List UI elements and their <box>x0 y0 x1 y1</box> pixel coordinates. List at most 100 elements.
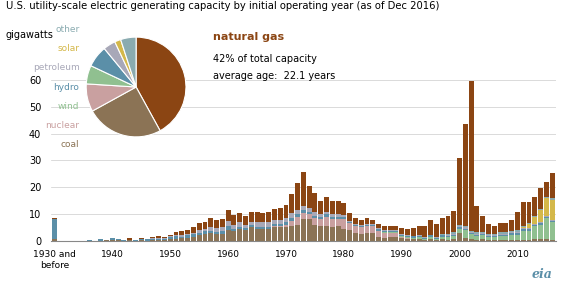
Bar <box>214 234 219 241</box>
Bar <box>365 225 370 226</box>
Bar <box>272 224 277 226</box>
Bar <box>532 197 538 216</box>
Bar <box>289 226 294 241</box>
Bar <box>359 225 363 226</box>
Bar <box>486 240 491 241</box>
Bar <box>220 227 225 231</box>
Bar <box>382 226 387 230</box>
Bar <box>422 237 428 238</box>
Bar <box>208 231 213 233</box>
Bar <box>255 226 260 229</box>
Bar <box>249 222 253 225</box>
Bar <box>434 240 439 241</box>
Bar <box>341 219 346 229</box>
Bar <box>202 229 208 231</box>
Bar <box>469 231 473 232</box>
Bar <box>538 222 543 223</box>
Bar <box>370 225 375 226</box>
Bar <box>475 232 480 234</box>
Bar <box>550 200 555 220</box>
Bar <box>498 234 502 235</box>
Bar <box>370 233 375 241</box>
Bar <box>185 234 190 235</box>
Bar <box>174 236 179 239</box>
Bar <box>243 216 248 225</box>
Bar <box>388 230 392 231</box>
Bar <box>191 227 196 233</box>
Bar <box>550 240 555 241</box>
Bar <box>388 233 392 237</box>
Bar <box>486 235 491 236</box>
Bar <box>538 188 543 209</box>
Bar <box>243 228 248 230</box>
Bar <box>226 226 231 230</box>
Bar <box>336 201 341 215</box>
Bar <box>330 214 335 217</box>
Bar <box>382 233 387 238</box>
Bar <box>168 236 173 237</box>
Bar <box>289 213 294 218</box>
Bar <box>463 227 468 229</box>
Bar <box>237 229 242 241</box>
Text: nuclear: nuclear <box>45 121 79 130</box>
Bar <box>295 225 300 241</box>
Bar <box>382 231 387 232</box>
Bar <box>289 218 294 221</box>
Bar <box>376 224 381 229</box>
Bar <box>457 225 462 226</box>
Bar <box>255 212 260 222</box>
Bar <box>284 222 289 225</box>
Bar <box>411 238 416 239</box>
Bar <box>446 236 450 237</box>
Bar <box>498 232 502 234</box>
Bar <box>463 226 468 227</box>
Wedge shape <box>91 48 136 87</box>
Bar <box>463 124 468 226</box>
Bar <box>492 236 497 237</box>
Bar <box>162 237 167 238</box>
Bar <box>498 240 502 241</box>
Bar <box>521 231 526 240</box>
Bar <box>255 222 260 226</box>
Bar <box>295 210 300 214</box>
Bar <box>127 238 132 240</box>
Bar <box>399 238 404 241</box>
Bar <box>457 226 462 227</box>
Bar <box>451 239 456 241</box>
Bar <box>451 234 456 235</box>
Bar <box>492 234 497 235</box>
Bar <box>532 217 538 224</box>
Bar <box>353 226 358 233</box>
Bar <box>457 233 462 241</box>
Bar <box>249 227 253 241</box>
Bar <box>220 219 225 227</box>
Bar <box>544 197 549 198</box>
Bar <box>538 225 543 239</box>
Bar <box>336 215 341 217</box>
Bar <box>185 235 190 238</box>
Wedge shape <box>86 84 136 111</box>
Bar <box>440 218 445 234</box>
Bar <box>52 218 57 219</box>
Bar <box>301 206 306 211</box>
Bar <box>463 229 468 230</box>
Bar <box>220 231 225 234</box>
Bar <box>370 220 375 224</box>
Wedge shape <box>104 42 136 87</box>
Bar <box>446 215 450 234</box>
Bar <box>353 218 358 224</box>
Bar <box>422 240 428 241</box>
Bar <box>393 233 399 237</box>
Bar <box>521 226 526 227</box>
Text: hydro: hydro <box>53 82 79 92</box>
Bar <box>544 217 549 218</box>
Text: other: other <box>55 25 79 34</box>
Bar <box>359 227 363 234</box>
Bar <box>480 239 485 241</box>
Bar <box>469 234 473 239</box>
Bar <box>417 236 421 237</box>
Bar <box>324 217 329 226</box>
Bar <box>226 210 231 221</box>
Bar <box>202 222 208 229</box>
Bar <box>318 219 323 226</box>
